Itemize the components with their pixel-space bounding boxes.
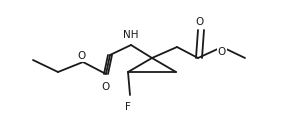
Text: O: O [218,47,226,57]
Text: F: F [125,102,131,112]
Text: NH: NH [123,30,139,40]
Text: O: O [78,51,86,61]
Text: O: O [102,82,110,92]
Text: O: O [195,17,203,27]
